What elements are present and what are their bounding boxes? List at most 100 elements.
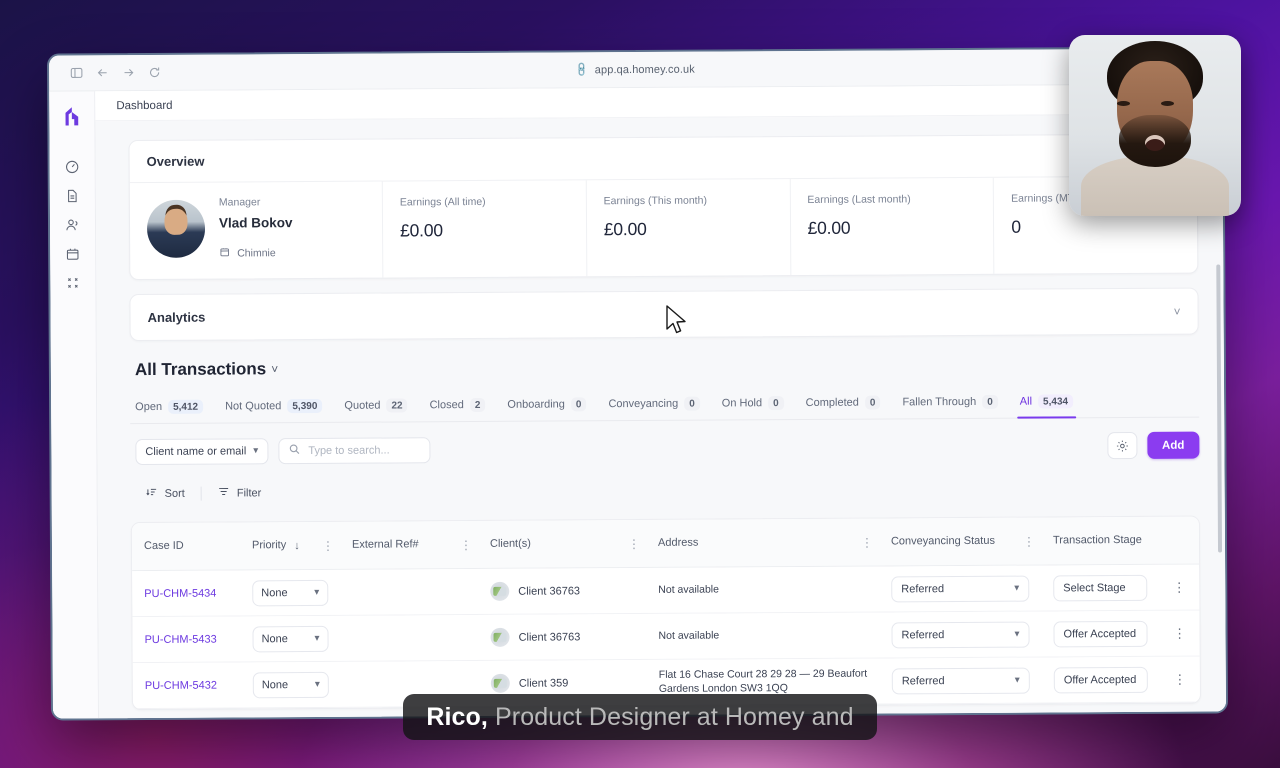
address-value: Flat 16 Chase Court 28 29 28 — 29 Beaufo… — [658, 667, 868, 695]
sort-filter-row: Sort Filter — [131, 476, 1200, 506]
stat-label: Earnings (All time) — [399, 195, 486, 209]
sort-desc-icon[interactable]: ↓ — [294, 539, 300, 552]
conveyancing-status-select[interactable]: Referred ▾ — [891, 575, 1030, 602]
table-header-row: Case ID Priority ↓ ⋮ External Ref# ⋮ C — [131, 516, 1200, 572]
sidebar-item-documents[interactable] — [57, 181, 87, 209]
row-menu-icon[interactable]: ⋮ — [1172, 625, 1187, 641]
table-row[interactable]: PU-CHM-5433 None ▾ Client 36763 Not availabl… — [132, 610, 1200, 664]
arrow-right-icon[interactable] — [115, 61, 141, 85]
reload-icon[interactable] — [141, 60, 167, 84]
col-conveyancing-status[interactable]: Conveyancing Status ⋮ — [879, 518, 1041, 566]
sidebar-item-branches[interactable] — [58, 239, 88, 267]
column-menu-icon[interactable]: ⋮ — [1022, 534, 1036, 549]
col-case-id[interactable]: Case ID — [132, 522, 240, 570]
sort-button[interactable]: Sort — [136, 482, 195, 505]
cell-transaction-stage: Offer Accepted — [1042, 657, 1160, 703]
caption-bar: Rico, Product Designer at Homey and — [403, 694, 877, 740]
manager-label: Manager — [218, 196, 261, 209]
tab-label: Completed — [805, 396, 859, 409]
column-menu-icon[interactable]: ⋮ — [627, 536, 641, 551]
tab-closed[interactable]: Closed 2 — [419, 397, 497, 421]
page-title: All Transactions — [134, 359, 267, 380]
column-menu-icon[interactable]: ⋮ — [459, 537, 473, 552]
analytics-title: Analytics — [147, 309, 206, 325]
column-menu-icon[interactable]: ⋮ — [860, 535, 874, 550]
tab-not-quoted[interactable]: Not Quoted 5,390 — [214, 398, 333, 423]
sidebar-item-dashboard[interactable] — [57, 152, 87, 180]
chevron-down-icon[interactable]: ˅ — [1173, 304, 1181, 319]
address-bar[interactable]: 🔗 app.qa.homey.co.uk — [49, 48, 1222, 90]
gear-icon[interactable] — [1106, 431, 1138, 460]
transaction-stage-value: Offer Accepted — [1063, 627, 1137, 640]
search-box[interactable] — [278, 436, 431, 464]
case-id-link[interactable]: PU-CHM-5432 — [144, 679, 218, 692]
sidebar-item-integrations[interactable] — [58, 268, 88, 296]
priority-select[interactable]: None ▾ — [252, 625, 329, 652]
search-input[interactable] — [308, 443, 421, 457]
table-row[interactable]: PU-CHM-5434 None ▾ Client 36763 Not availabl… — [132, 564, 1200, 618]
add-button[interactable]: Add — [1146, 431, 1200, 459]
row-menu-icon[interactable]: ⋮ — [1172, 579, 1186, 595]
webcam-eye-right — [1161, 101, 1174, 106]
chevron-down-icon[interactable]: ˅ — [271, 362, 279, 377]
tab-all[interactable]: All 5,434 — [1009, 394, 1084, 417]
conveyancing-status-select[interactable]: Referred ▾ — [891, 667, 1030, 694]
priority-select[interactable]: None ▾ — [252, 671, 329, 698]
client-name: Client 36763 — [518, 630, 581, 644]
sidebar-item-clients[interactable] — [57, 210, 87, 238]
client-name: Client 36763 — [518, 584, 581, 598]
transactions-header[interactable]: All Transactions ˅ — [130, 354, 1199, 381]
transaction-stage-select[interactable]: Offer Accepted — [1053, 666, 1148, 693]
page-scrollbar[interactable] — [1216, 160, 1223, 707]
col-address[interactable]: Address ⋮ — [646, 519, 879, 567]
tab-open[interactable]: Open 5,412 — [135, 399, 214, 423]
transaction-stage-select[interactable]: Offer Accepted — [1053, 620, 1148, 647]
stat-label: Earnings (Last month) — [807, 193, 911, 206]
case-id-link[interactable]: PU-CHM-5433 — [144, 633, 217, 646]
filter-field-select[interactable]: Client name or email ▾ — [135, 437, 269, 465]
cell-row-menu: ⋮ — [1159, 565, 1199, 610]
tab-label: Open — [135, 400, 163, 414]
column-menu-icon[interactable]: ⋮ — [321, 538, 335, 553]
column-label: Priority — [251, 538, 287, 551]
case-id-link[interactable]: PU-CHM-5434 — [144, 587, 217, 600]
conveyancing-status-value: Referred — [901, 674, 945, 687]
tab-onboarding[interactable]: Onboarding 0 — [496, 397, 597, 421]
chevron-down-icon: ▾ — [1014, 628, 1020, 640]
transaction-stage-value: Select Stage — [1063, 581, 1126, 594]
arrow-left-icon[interactable] — [89, 61, 115, 85]
cell-row-menu: ⋮ — [1159, 611, 1199, 656]
tab-label: Onboarding — [507, 398, 565, 411]
tab-completed[interactable]: Completed 0 — [795, 395, 892, 419]
homey-logo[interactable] — [58, 100, 86, 130]
transaction-stage-select[interactable]: Select Stage — [1053, 574, 1148, 601]
tab-count-badge: 5,390 — [287, 398, 323, 414]
tab-fallen-through[interactable]: Fallen Through 0 — [891, 394, 1008, 419]
scrollbar-thumb[interactable] — [1216, 264, 1223, 553]
tab-quoted[interactable]: Quoted 22 — [333, 398, 418, 422]
row-menu-icon[interactable]: ⋮ — [1173, 671, 1187, 687]
cell-address: Not available — [646, 613, 879, 659]
tab-on-hold[interactable]: On Hold 0 — [711, 396, 795, 420]
building-icon — [219, 246, 230, 260]
panel-icon[interactable] — [63, 61, 89, 85]
col-priority[interactable]: Priority ↓ ⋮ — [240, 522, 340, 570]
filter-field-label: Client name or email — [145, 444, 247, 458]
tab-count-badge: 2 — [469, 397, 486, 413]
overview-card: Overview Manager Vlad Bokov — [128, 133, 1199, 281]
col-clients[interactable]: Client(s) ⋮ — [478, 520, 646, 568]
tab-label: Not Quoted — [225, 400, 282, 413]
browser-toolbar: 🔗 app.qa.homey.co.uk — [48, 48, 1223, 92]
priority-select[interactable]: None ▾ — [252, 579, 329, 606]
avatar — [146, 199, 206, 258]
filter-button[interactable]: Filter — [208, 481, 272, 504]
conveyancing-status-select[interactable]: Referred ▾ — [891, 621, 1030, 648]
cell-external-ref — [340, 615, 478, 661]
search-icon — [288, 442, 300, 460]
tab-label: All — [1019, 395, 1033, 408]
conveyancing-status-value: Referred — [901, 628, 945, 641]
webcam-eye-left — [1117, 101, 1130, 106]
col-external-ref[interactable]: External Ref# ⋮ — [340, 521, 478, 569]
tab-conveyancing[interactable]: Conveyancing 0 — [597, 396, 710, 421]
col-transaction-stage[interactable]: Transaction Stage — [1041, 517, 1159, 565]
